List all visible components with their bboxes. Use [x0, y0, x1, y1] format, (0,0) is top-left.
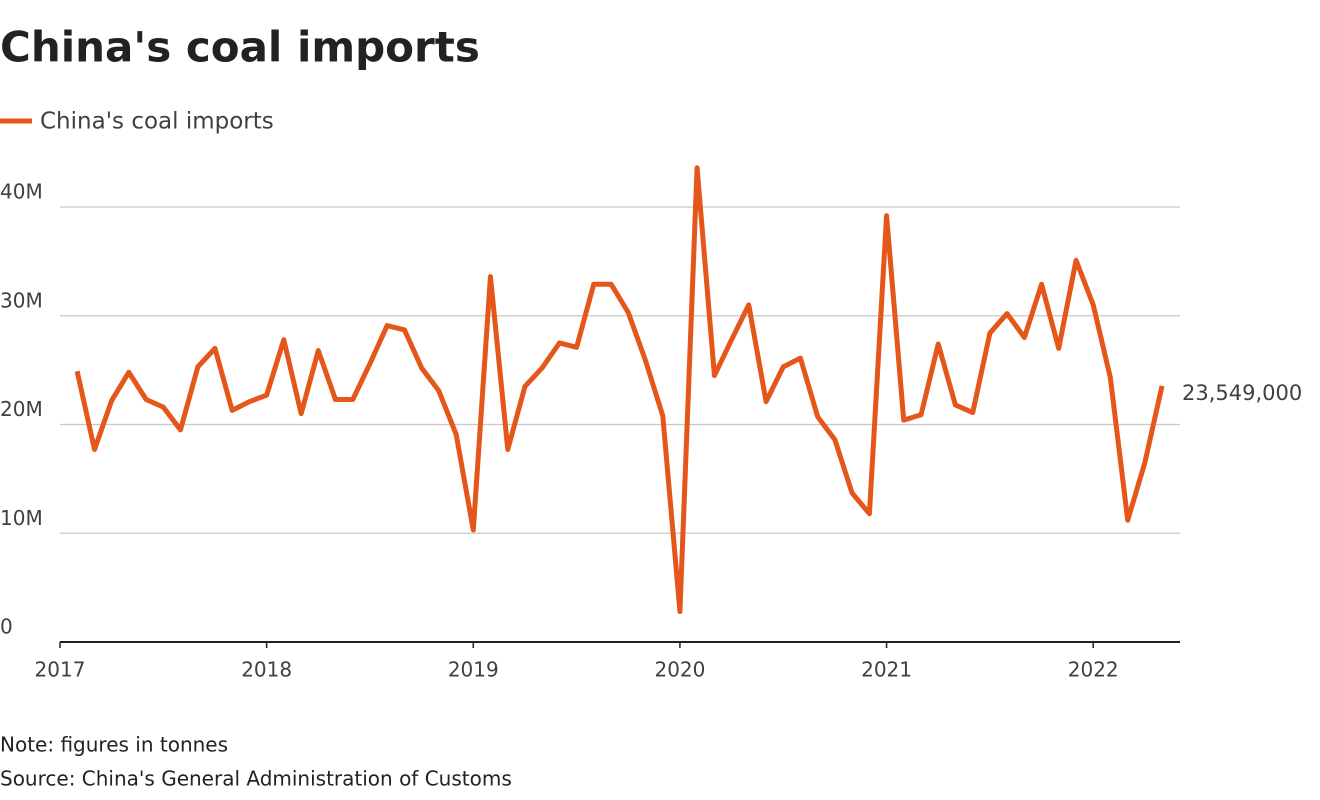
- x-tick-label: 2020: [654, 658, 705, 682]
- y-tick-label: 10M: [0, 506, 43, 530]
- legend-label: China's coal imports: [40, 109, 274, 135]
- x-tick-label: 2021: [861, 658, 912, 682]
- x-tick-label: 2019: [448, 658, 499, 682]
- line: [74, 165, 1165, 615]
- source: Source: China's General Administration o…: [0, 767, 512, 791]
- y-tick-label: 30M: [0, 288, 43, 312]
- y-tick-label: 20M: [0, 397, 43, 421]
- x-tick-label: 2017: [35, 658, 86, 682]
- note: Note: figures in tonnes: [0, 733, 228, 757]
- y-tick-label: 0: [0, 615, 13, 639]
- chart-title: China's coal imports: [0, 23, 480, 72]
- y-tick-label: 40M: [0, 180, 43, 204]
- x-tick-label: 2018: [241, 658, 292, 682]
- value-label: 23,549,000: [1182, 381, 1302, 405]
- x-tick-label: 2022: [1068, 658, 1119, 682]
